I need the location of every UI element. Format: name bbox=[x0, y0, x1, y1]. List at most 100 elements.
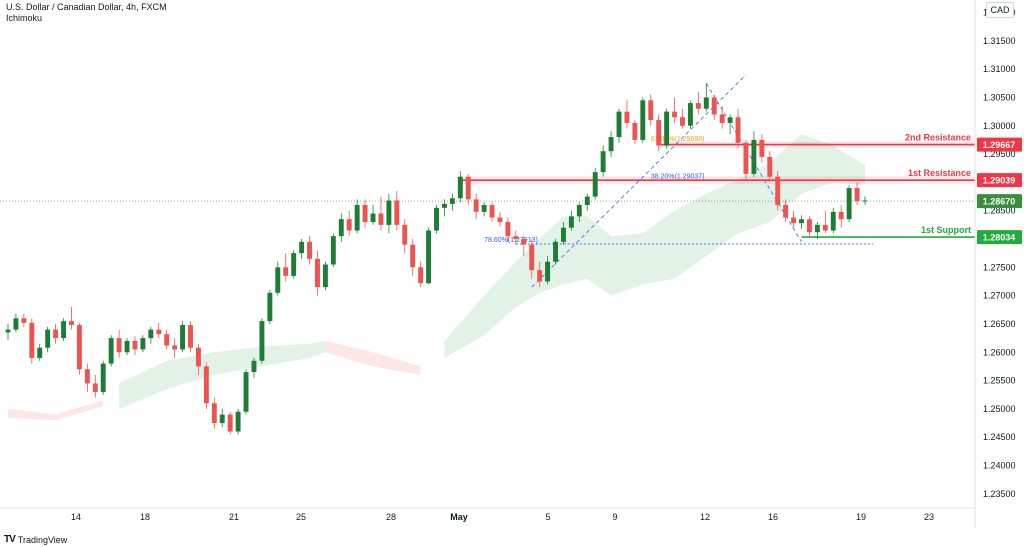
candle-body bbox=[481, 205, 487, 212]
candle bbox=[814, 222, 820, 240]
candle-body bbox=[592, 172, 598, 197]
candle-body bbox=[203, 366, 209, 404]
candle-body bbox=[164, 334, 170, 346]
candle bbox=[219, 408, 225, 428]
tradingview-brand[interactable]: TV TradingView bbox=[4, 534, 67, 545]
candle-body bbox=[775, 176, 781, 206]
candle-body bbox=[457, 176, 463, 199]
candle-body bbox=[235, 411, 241, 432]
candle-body bbox=[338, 219, 344, 237]
candle bbox=[822, 210, 828, 234]
price-tick-label: 1.23500 bbox=[983, 489, 1016, 499]
candle bbox=[632, 120, 638, 144]
candle bbox=[775, 171, 781, 211]
candle-body bbox=[521, 239, 527, 245]
candle-body bbox=[53, 329, 59, 339]
candle bbox=[164, 329, 170, 350]
candle-body bbox=[568, 216, 574, 228]
candle bbox=[703, 83, 709, 112]
candle bbox=[457, 171, 463, 203]
candle bbox=[13, 313, 19, 333]
candle-body bbox=[449, 198, 455, 204]
candle bbox=[188, 321, 193, 353]
candle-body bbox=[822, 224, 828, 231]
candle-body bbox=[576, 205, 582, 217]
candle bbox=[608, 131, 614, 157]
candle-body bbox=[862, 200, 868, 202]
currency-button[interactable]: CAD bbox=[986, 2, 1014, 18]
candle-body bbox=[656, 120, 662, 146]
candle bbox=[394, 190, 400, 231]
time-tick-label: 25 bbox=[296, 512, 306, 522]
candle-body bbox=[719, 114, 725, 123]
candle bbox=[592, 168, 598, 200]
price-tick-label: 1.30500 bbox=[983, 92, 1016, 102]
candle bbox=[132, 336, 138, 356]
candle-body bbox=[92, 383, 98, 392]
candle bbox=[140, 335, 146, 353]
indicator-name: Ichimoku bbox=[6, 13, 43, 23]
candle bbox=[719, 105, 725, 129]
candle bbox=[553, 239, 558, 265]
tradingview-logo-icon: TV bbox=[4, 534, 16, 545]
ichimoku-cloud-bull bbox=[119, 340, 326, 409]
candle-body bbox=[116, 338, 122, 353]
candle-body bbox=[537, 270, 543, 282]
candle-body bbox=[735, 117, 741, 143]
candle-body bbox=[172, 345, 178, 350]
candle bbox=[370, 205, 376, 225]
candle-body bbox=[489, 205, 495, 218]
candle bbox=[76, 322, 82, 375]
candle-body bbox=[251, 360, 257, 373]
candle bbox=[489, 202, 495, 223]
candle bbox=[211, 397, 217, 429]
time-tick-label: 28 bbox=[386, 512, 396, 522]
candle-body bbox=[791, 217, 797, 224]
candle bbox=[418, 261, 424, 288]
candle bbox=[735, 108, 741, 149]
candle-body bbox=[299, 241, 305, 254]
candle-body bbox=[156, 329, 162, 335]
resistance-label: 1st Resistance bbox=[908, 168, 971, 178]
candle-body bbox=[76, 325, 82, 370]
candle bbox=[799, 215, 804, 229]
candle bbox=[148, 326, 154, 344]
candle-body bbox=[386, 200, 392, 225]
candle-body bbox=[553, 241, 558, 262]
candle bbox=[561, 222, 566, 245]
candle-body bbox=[5, 329, 11, 333]
candle bbox=[568, 210, 574, 231]
candle-body bbox=[275, 267, 281, 293]
time-tick-label: 14 bbox=[71, 512, 81, 522]
time-tick-label: 12 bbox=[700, 512, 710, 522]
candle-body bbox=[394, 200, 400, 225]
candle bbox=[481, 202, 487, 217]
candle bbox=[61, 318, 67, 341]
candle-body bbox=[759, 139, 765, 157]
candle-body bbox=[711, 97, 717, 115]
candle-body bbox=[227, 414, 233, 432]
candle-body bbox=[664, 111, 670, 146]
price-tick-label: 1.31500 bbox=[983, 36, 1016, 46]
time-tick-label: 18 bbox=[140, 512, 150, 522]
candle-body bbox=[354, 205, 360, 231]
candle-body bbox=[267, 292, 273, 322]
candle bbox=[267, 289, 273, 324]
fib-label-382: 38.20%(1.29037) bbox=[651, 173, 705, 180]
resistance-price-value: 1.29667 bbox=[983, 140, 1016, 150]
candle-body bbox=[529, 244, 535, 271]
candle-body bbox=[584, 196, 590, 206]
candle bbox=[545, 256, 551, 285]
candle-body bbox=[473, 199, 479, 212]
brand-name: TradingView bbox=[17, 534, 68, 545]
candle-body bbox=[315, 258, 320, 288]
candle-body bbox=[29, 322, 35, 358]
candle bbox=[783, 199, 789, 223]
candle-body bbox=[148, 329, 154, 339]
symbol-title: U.S. Dollar / Canadian Dollar, 4h, FXCM bbox=[6, 2, 167, 12]
candle bbox=[116, 329, 122, 358]
candle-body bbox=[513, 236, 519, 240]
candle bbox=[743, 139, 749, 180]
price-tick-label: 1.25500 bbox=[983, 376, 1016, 386]
